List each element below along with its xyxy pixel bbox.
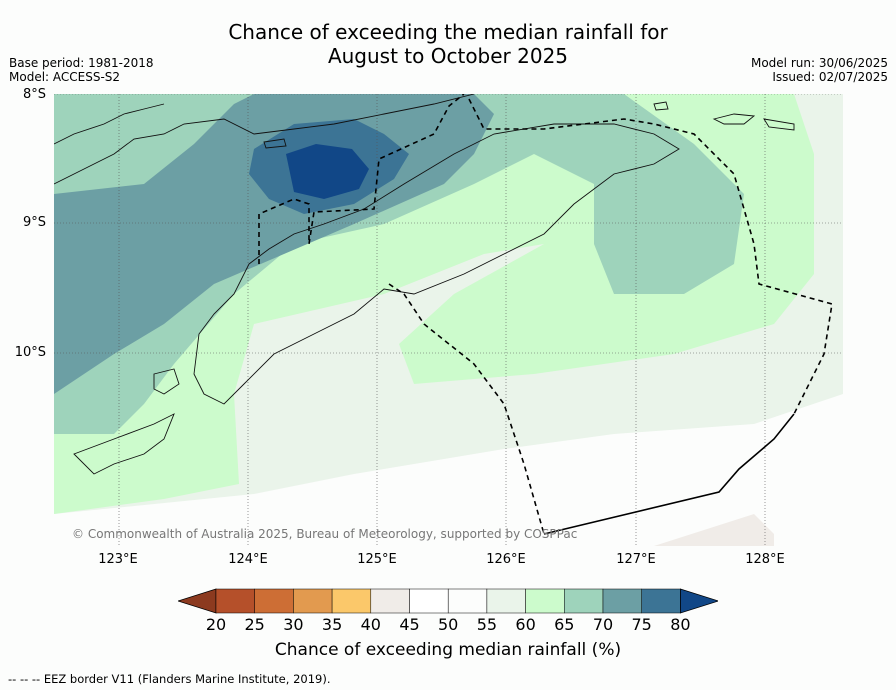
colorbar-cell [215, 588, 255, 614]
colorbar-cell [525, 588, 565, 614]
colorbar-tick-label: 60 [515, 615, 536, 634]
colorbar-tick-label: 80 [670, 615, 691, 634]
colorbar-cell [254, 588, 294, 614]
lon-label-124e: 124°E [228, 552, 268, 567]
colorbar-tick-label: 55 [476, 615, 498, 634]
model-name: Model: ACCESS-S2 [9, 70, 121, 84]
lon-label-127e: 127°E [616, 552, 656, 567]
colorbar-tick-label: 40 [360, 615, 381, 634]
colorbar-tick-label: 65 [554, 615, 575, 634]
colorbar-cell [486, 588, 526, 614]
colorbar-cell [564, 588, 604, 614]
issued-date: Issued: 02/07/2025 [772, 70, 888, 84]
zone-above-80 [286, 144, 369, 199]
title-line-2: August to October 2025 [327, 44, 569, 68]
copyright-notice: © Commonwealth of Australia 2025, Bureau… [72, 527, 578, 541]
colorbar [178, 588, 718, 614]
eez-solid [543, 413, 795, 535]
colorbar-tick-label: 50 [438, 615, 459, 634]
colorbar-cell [409, 588, 449, 614]
coastlines [53, 93, 795, 475]
lat-label-8s: 8°S [22, 87, 46, 102]
lat-label-9s: 9°S [22, 215, 46, 230]
colorbar-cell [641, 588, 681, 614]
rainfall-map [53, 93, 843, 546]
colorbar-tick-label: 35 [321, 615, 343, 634]
meta-left: Base period: 1981-2018 Model: ACCESS-S2 [9, 56, 154, 84]
colorbar-cell [331, 588, 372, 614]
title-line-1: Chance of exceeding the median rainfall … [228, 20, 668, 44]
colorbar-tick-label: 45 [399, 615, 420, 634]
colorbar-tick-label: 70 [592, 615, 614, 634]
lon-label-126e: 126°E [486, 552, 526, 567]
colorbar-cell [447, 588, 488, 614]
colorbar-tick-label: 25 [244, 615, 265, 634]
chart-title: Chance of exceeding the median rainfall … [0, 20, 896, 68]
meta-right: Model run: 30/06/2025 Issued: 02/07/2025 [751, 56, 888, 84]
lat-label-10s: 10°S [14, 345, 46, 360]
colorbar-cell [602, 588, 642, 614]
zone-40-45 [654, 514, 774, 546]
eez-border [258, 93, 833, 535]
gridlines [54, 93, 843, 546]
model-run: Model run: 30/06/2025 [750, 56, 888, 70]
colorbar-arrow-low [178, 588, 217, 614]
eez-legend-footer: -- -- -- EEZ border V11 (Flanders Marine… [8, 672, 331, 686]
lon-label-123e: 123°E [98, 552, 138, 567]
colorbar-cell [370, 588, 410, 614]
lon-label-125e: 125°E [357, 552, 397, 567]
lon-label-128e: 128°E [745, 552, 785, 567]
colorbar-tick-label: 20 [205, 615, 227, 634]
colorbar-tick-label: 30 [283, 615, 304, 634]
colorbar-arrow-high [680, 588, 718, 614]
colorbar-title: Chance of exceeding median rainfall (%) [274, 640, 622, 660]
map-canvas [53, 93, 843, 546]
colorbar-tick-label: 75 [631, 615, 652, 634]
colorbar-cell [293, 588, 333, 614]
base-period: Base period: 1981-2018 [9, 56, 154, 70]
